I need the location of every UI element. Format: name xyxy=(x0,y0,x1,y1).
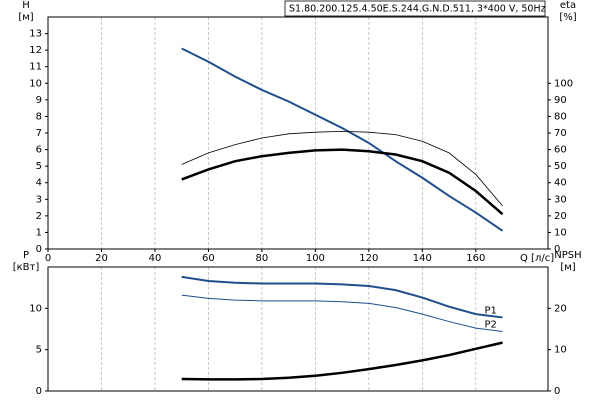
curve xyxy=(181,47,504,232)
y-tick-label: 7 xyxy=(36,128,42,139)
y-axis-label: H xyxy=(22,0,30,11)
y-tick-label: 8 xyxy=(36,111,42,122)
x-axis-label: Q [л/с] xyxy=(520,253,554,264)
curve-label: P1 xyxy=(485,305,497,316)
y2-tick-label: 0 xyxy=(554,244,560,255)
curve xyxy=(181,294,503,332)
y2-tick-label: 10 xyxy=(554,345,567,356)
y2-tick-label: 50 xyxy=(554,161,567,172)
y2-tick-label: 30 xyxy=(554,194,567,205)
y-tick-label: 10 xyxy=(29,78,42,89)
y-tick-label: 5 xyxy=(36,161,42,172)
chart-title: S1.80.200.125.4.50E.S.244.G.N.D.511, 3*4… xyxy=(289,4,546,15)
y-tick-label: 0 xyxy=(36,386,42,397)
y2-tick-label: 20 xyxy=(554,303,567,314)
y2-tick-label: 80 xyxy=(554,111,567,122)
x-tick-label: 100 xyxy=(306,253,325,264)
x-tick-label: 40 xyxy=(149,253,162,264)
y-tick-label: 10 xyxy=(29,303,42,314)
x-tick-label: 60 xyxy=(202,253,215,264)
y2-tick-label: 60 xyxy=(554,145,567,156)
y-tick-label: 3 xyxy=(36,194,42,205)
x-tick-label: 80 xyxy=(256,253,269,264)
y2-tick-label: 40 xyxy=(554,178,567,189)
curve xyxy=(181,341,503,381)
x-tick-label: 0 xyxy=(45,253,51,264)
plot-frame xyxy=(47,266,549,392)
y-tick-label: 11 xyxy=(29,62,42,73)
y2-tick-label: 100 xyxy=(554,78,573,89)
y2-tick-label: 70 xyxy=(554,128,567,139)
y-tick-label: 2 xyxy=(36,211,42,222)
y-axis-label: P xyxy=(23,250,29,261)
curve xyxy=(181,148,504,216)
y-axis-unit: [м] xyxy=(18,12,33,23)
x-tick-label: 140 xyxy=(413,253,432,264)
x-tick-label: 120 xyxy=(359,253,378,264)
curve xyxy=(181,275,503,319)
y2-axis-label: NPSH xyxy=(554,250,581,261)
y-tick-label: 4 xyxy=(36,178,42,189)
y2-tick-label: 20 xyxy=(554,211,567,222)
plot-frame xyxy=(47,16,549,250)
title-box xyxy=(284,0,546,17)
y-tick-label: 1 xyxy=(36,227,42,238)
y2-tick-label: 10 xyxy=(554,227,567,238)
x-tick-label: 160 xyxy=(466,253,485,264)
y-tick-label: 5 xyxy=(36,345,42,356)
y2-tick-label: 0 xyxy=(554,386,560,397)
y2-tick-label: 90 xyxy=(554,95,567,106)
y-tick-label: 0 xyxy=(36,244,42,255)
curve xyxy=(181,130,503,207)
y-tick-label: 12 xyxy=(29,45,42,56)
x-label-bg xyxy=(518,251,548,264)
y-tick-label: 6 xyxy=(36,145,42,156)
y-axis-unit: [кВт] xyxy=(13,262,40,273)
curve-label: P2 xyxy=(485,319,497,330)
x-tick-label: 20 xyxy=(95,253,108,264)
y2-axis-label: eta xyxy=(560,0,576,11)
y2-axis-unit: [м] xyxy=(560,262,575,273)
y2-axis-unit: [%] xyxy=(559,12,576,23)
y-tick-label: 9 xyxy=(36,95,42,106)
y-tick-label: 13 xyxy=(29,29,42,40)
